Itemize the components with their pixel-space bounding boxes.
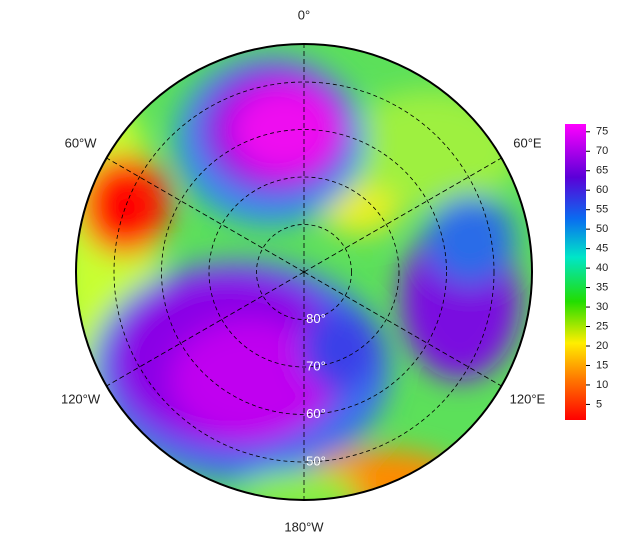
colorbar-tick-label: 70 — [596, 145, 608, 157]
colorbar-tick-label: 45 — [596, 243, 608, 255]
lon-tick-label: 120°W — [61, 391, 101, 406]
lat-grid-line — [208, 176, 400, 368]
lat-tick-label: 70° — [306, 358, 326, 373]
colorbar-tick-label: 75 — [596, 126, 608, 138]
lon-tick-label: 0° — [298, 7, 310, 22]
lon-tick-label: 60°W — [65, 135, 98, 150]
colorbar-tick-label: 5 — [596, 398, 602, 410]
colorbar-tick-label: 15 — [596, 359, 608, 371]
colorbar-tick-label: 60 — [596, 184, 608, 196]
colorbar — [565, 124, 586, 420]
lat-grid-line — [113, 81, 495, 463]
colorbar-tick-label: 10 — [596, 379, 608, 391]
colorbar-tick-label: 50 — [596, 223, 608, 235]
lon-grid-line — [106, 271, 305, 387]
lon-tick-label: 60°E — [513, 135, 542, 150]
colorbar-tick-label: 55 — [596, 204, 608, 216]
lat-tick-label: 50° — [306, 453, 326, 468]
lat-tick-label: 80° — [306, 311, 326, 326]
field — [76, 44, 532, 500]
colorbar-tick-label: 20 — [596, 340, 608, 352]
colorbar-tick-label: 30 — [596, 301, 608, 313]
colorbar-tick-label: 65 — [596, 165, 608, 177]
colorbar-tick-label: 25 — [596, 320, 608, 332]
field-blobs — [76, 55, 520, 500]
colorbar-tick-label: 40 — [596, 262, 608, 274]
lon-grid-line — [106, 157, 305, 273]
lon-tick-label: 180°W — [284, 519, 324, 534]
lat-tick-label: 60° — [306, 406, 326, 421]
lat-grid-line — [256, 224, 352, 320]
lat-grid-line — [161, 129, 447, 415]
lon-tick-label: 120°E — [510, 391, 546, 406]
lon-grid-line — [303, 271, 502, 387]
lon-grid-line — [303, 157, 502, 273]
colorbar-tick-label: 35 — [596, 281, 608, 293]
